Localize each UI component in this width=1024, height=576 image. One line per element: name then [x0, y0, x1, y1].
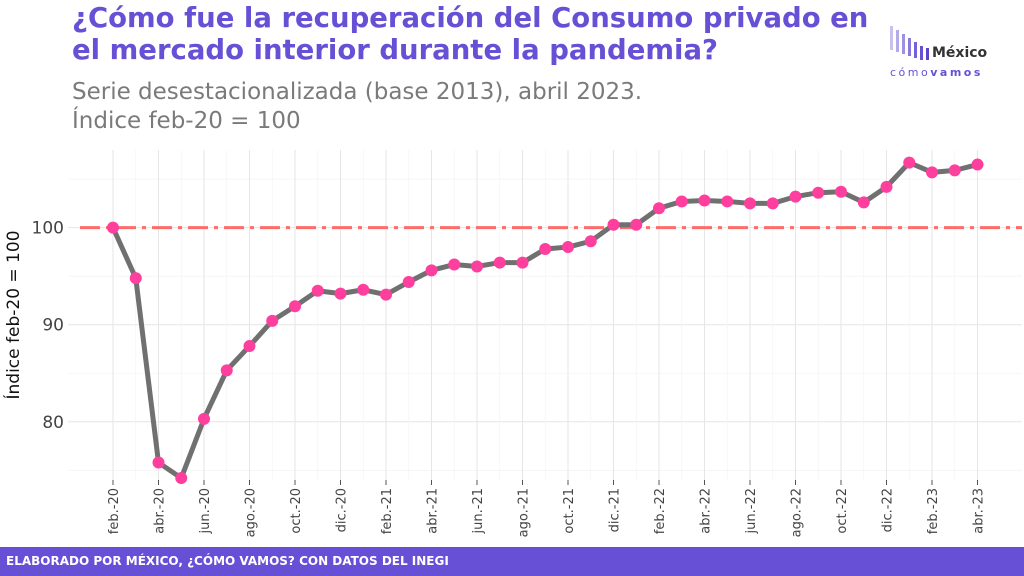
y-tick-label: 100 — [32, 219, 64, 239]
data-point — [653, 202, 665, 215]
data-point — [607, 218, 620, 231]
data-point — [175, 472, 188, 485]
x-tick-label: feb.-21 — [380, 488, 395, 534]
logo-tagline: cómovamos — [890, 66, 983, 79]
footer-credit: ELABORADO POR MÉXICO, ¿CÓMO VAMOS? CON D… — [0, 547, 1024, 576]
subtitle-line-1: Serie desestacionalizada (base 2013), ab… — [72, 79, 643, 105]
data-point — [243, 340, 256, 353]
x-tick-label: dic.-21 — [608, 488, 623, 532]
x-tick-label: oct.-20 — [289, 488, 304, 534]
data-point — [198, 412, 210, 425]
data-point — [471, 260, 483, 273]
brand-logo: México cómovamos — [888, 22, 1008, 88]
x-tick-label: feb.-22 — [653, 488, 668, 534]
y-tick-label: 80 — [42, 413, 64, 433]
subtitle-line-2: Índice feb-20 = 100 — [72, 108, 301, 134]
data-point — [402, 276, 415, 288]
x-tick-label: abr.-22 — [699, 488, 714, 534]
data-point — [948, 164, 961, 177]
chart-title: ¿Cómo fue la recuperación del Consumo pr… — [72, 2, 869, 66]
x-tick-label: dic.-22 — [881, 488, 896, 532]
data-point — [539, 243, 552, 255]
data-point — [220, 364, 233, 377]
bars-icon — [890, 26, 929, 60]
x-tick-label: feb.-20 — [107, 488, 122, 534]
data-point — [129, 272, 142, 285]
y-tick-label: 90 — [42, 316, 64, 336]
logo-tag-plain: cómo — [890, 66, 931, 79]
data-point — [698, 194, 711, 207]
data-point — [812, 186, 825, 199]
x-tick-label: oct.-22 — [835, 488, 850, 534]
x-tick-label: abr.-21 — [426, 488, 441, 534]
data-point — [926, 166, 938, 179]
data-point — [903, 156, 916, 169]
y-axis-label: Índice feb-20 = 100 — [4, 230, 24, 400]
data-point — [266, 314, 279, 327]
data-point — [789, 190, 802, 203]
logo-tag-bold: vamos — [930, 66, 983, 79]
data-point — [152, 456, 165, 469]
data-point — [516, 256, 529, 269]
data-point — [107, 221, 119, 234]
x-tick-label: oct.-21 — [562, 488, 577, 534]
chart-subtitle: Serie desestacionalizada (base 2013), ab… — [72, 78, 872, 136]
x-tick-label: dic.-20 — [335, 488, 350, 532]
data-point — [971, 158, 984, 171]
x-tick-label: jun.-22 — [744, 488, 759, 534]
x-tick-label: ago.-21 — [517, 488, 532, 537]
data-point — [380, 288, 392, 301]
data-point — [584, 235, 597, 248]
logo-word: México — [932, 45, 988, 61]
data-point — [357, 283, 370, 296]
x-tick-label: feb.-23 — [926, 488, 941, 534]
data-point — [425, 264, 438, 277]
data-point — [448, 258, 461, 271]
x-tick-label: ago.-22 — [790, 488, 805, 537]
x-tick-label: abr.-20 — [153, 488, 168, 534]
data-point — [334, 287, 347, 300]
data-point — [744, 197, 756, 210]
data-point — [289, 300, 301, 313]
data-point — [675, 195, 688, 208]
data-point — [630, 218, 643, 231]
x-tick-label: jun.-20 — [198, 488, 213, 534]
data-point — [311, 284, 324, 297]
x-tick-label: jun.-21 — [471, 488, 486, 534]
x-tick-label: abr.-23 — [972, 488, 987, 534]
line-chart: 80 90 100 feb.-20 abr.-20 jun.-20 ago.-20 oct.-… — [32, 150, 1022, 537]
data-point — [835, 185, 847, 198]
data-point — [880, 180, 893, 193]
data-point — [766, 197, 779, 210]
x-tick-label: ago.-20 — [244, 488, 259, 537]
data-point — [493, 256, 506, 269]
data-point — [721, 195, 734, 208]
data-point — [562, 241, 574, 254]
data-point — [857, 196, 870, 209]
